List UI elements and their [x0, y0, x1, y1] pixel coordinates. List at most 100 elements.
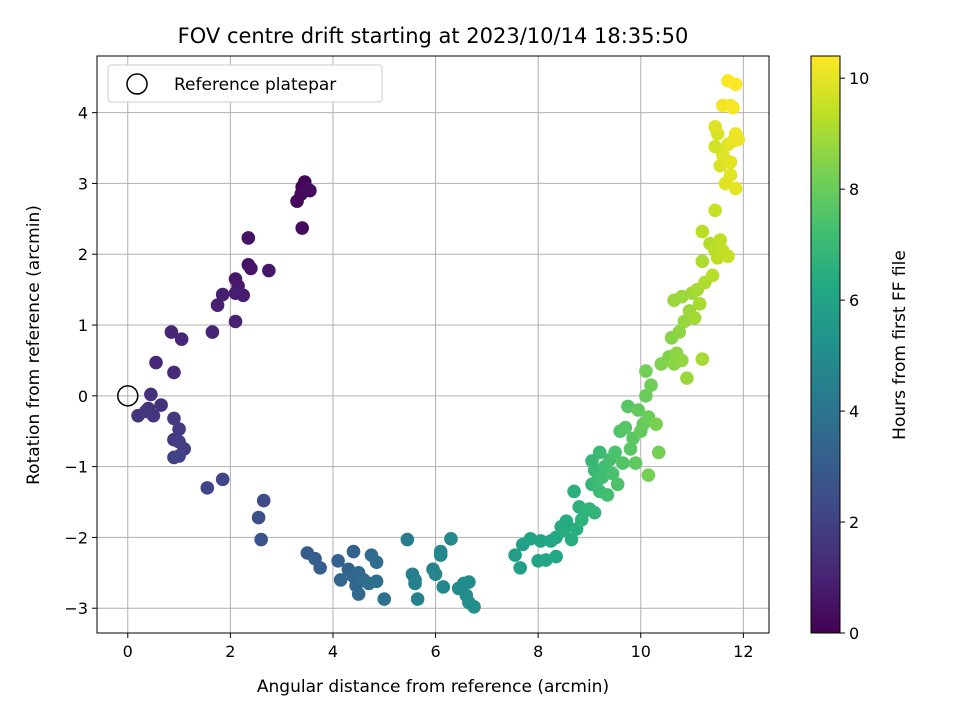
colorbar-tick-label: 8 [849, 180, 859, 199]
data-point [167, 365, 181, 380]
data-point [692, 296, 707, 311]
data-point [713, 158, 728, 173]
data-point [346, 544, 361, 559]
data-point [721, 249, 735, 264]
data-point [644, 378, 658, 393]
data-point [695, 224, 710, 239]
data-point [695, 352, 710, 366]
data-point [564, 532, 579, 547]
legend: Reference platepar [107, 64, 383, 103]
data-point [731, 132, 746, 147]
data-point [600, 488, 615, 502]
data-point [164, 325, 179, 339]
data-point [228, 286, 243, 300]
data-point [623, 442, 638, 456]
data-point [174, 332, 189, 346]
x-axis-ticks: 0 2 4 6 8 10 12 [123, 633, 754, 661]
x-tick-label: 2 [225, 642, 235, 661]
data-point [687, 311, 702, 325]
data-point [295, 221, 309, 235]
x-tick-label: 0 [123, 642, 133, 661]
data-point [428, 567, 443, 582]
data-point [708, 203, 722, 218]
y-tick-label: 4 [78, 104, 88, 123]
data-point [244, 261, 258, 276]
x-tick-label: 12 [733, 642, 753, 661]
data-point [138, 404, 153, 419]
data-point [210, 298, 225, 313]
data-point [677, 314, 692, 329]
y-tick-label: 3 [78, 174, 88, 193]
y-tick-label: −1 [64, 458, 88, 477]
x-tick-label: 8 [533, 642, 543, 661]
reference-point-marker [117, 385, 139, 407]
data-point [680, 371, 694, 385]
data-point [641, 468, 656, 482]
data-points [117, 73, 746, 614]
data-point [595, 470, 610, 485]
legend-marker-circle [126, 73, 148, 95]
data-point [410, 592, 425, 606]
data-point [313, 561, 327, 575]
data-point [172, 422, 186, 436]
x-tick-label: 10 [631, 642, 651, 661]
data-point [205, 325, 220, 339]
data-point [436, 580, 451, 594]
data-point [200, 481, 215, 495]
data-point [608, 445, 622, 460]
data-point [557, 523, 571, 538]
data-point [467, 600, 481, 614]
data-point [587, 505, 602, 520]
data-point [533, 534, 548, 548]
colorbar-tick-label: 4 [849, 402, 859, 421]
data-point [674, 353, 689, 368]
y-axis-label: Rotation from reference (arcmin) [24, 205, 44, 485]
data-point [377, 592, 392, 606]
data-point [215, 287, 230, 302]
data-point [567, 484, 581, 499]
data-point [513, 561, 528, 575]
data-point [723, 155, 738, 169]
data-point [708, 119, 722, 134]
data-point [723, 168, 738, 182]
colorbar-ticks: 0 2 4 6 8 10 [840, 69, 869, 643]
colorbar-tick-label: 0 [849, 624, 859, 643]
y-tick-label: 0 [78, 387, 88, 406]
colorbar: 0 2 4 6 8 10 Hours from first FF file [810, 55, 910, 643]
data-point [705, 268, 720, 283]
colorbar-gradient [810, 55, 841, 634]
data-point [241, 231, 256, 245]
data-point [674, 289, 689, 304]
x-tick-label: 4 [328, 642, 338, 661]
data-point [149, 355, 163, 370]
x-axis-label: Angular distance from reference (arcmin) [257, 677, 609, 697]
data-point [444, 532, 458, 546]
data-point [462, 575, 476, 589]
data-point [726, 100, 740, 115]
data-point [251, 510, 266, 525]
y-tick-label: 1 [78, 316, 88, 335]
data-point [369, 574, 384, 589]
data-point [610, 477, 625, 492]
data-point [254, 532, 268, 547]
data-point [631, 403, 645, 417]
data-point [639, 389, 653, 403]
y-tick-label: 2 [78, 245, 88, 264]
data-point [408, 576, 422, 591]
data-point [605, 466, 620, 481]
y-axis-ticks: −3 −2 −1 0 1 2 3 4 [64, 104, 97, 618]
data-point [695, 254, 710, 269]
data-point [549, 549, 563, 564]
data-point [592, 445, 607, 460]
data-point [172, 449, 186, 463]
colorbar-tick-label: 6 [849, 291, 859, 310]
data-point [256, 493, 271, 508]
data-point [649, 417, 663, 431]
data-point [400, 532, 415, 547]
data-point [508, 548, 522, 562]
data-point [574, 512, 589, 527]
data-point [618, 420, 633, 435]
x-tick-label: 6 [430, 642, 440, 661]
data-point [262, 263, 276, 278]
